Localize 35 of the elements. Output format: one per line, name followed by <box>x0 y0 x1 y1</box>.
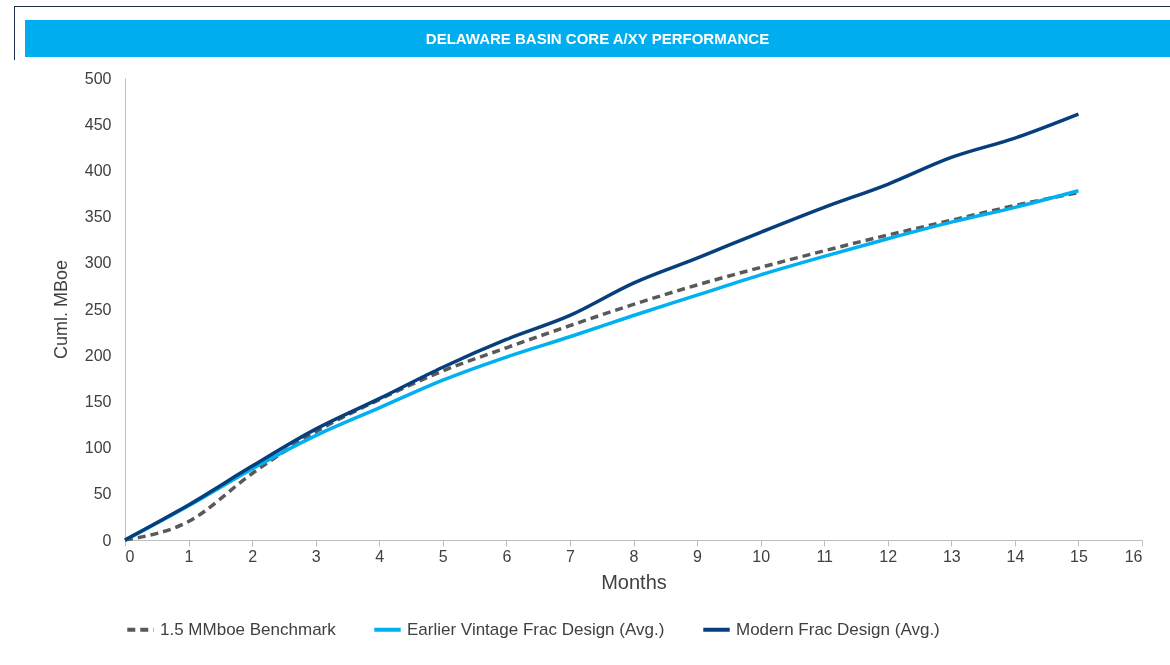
x-tick-label: 3 <box>311 547 321 565</box>
x-tick-label: 12 <box>879 547 898 565</box>
x-tick-label: 16 <box>1124 547 1143 565</box>
x-tick-label: 10 <box>752 547 771 565</box>
y-tick-label: 50 <box>93 485 112 503</box>
legend-label: 1.5 MMboe Benchmark <box>160 619 337 639</box>
y-tick-label: 350 <box>84 208 112 226</box>
x-axis-title: Months <box>601 570 667 593</box>
x-tick-label: 6 <box>502 547 512 565</box>
x-tick-label: 13 <box>942 547 961 565</box>
legend-label: Earlier Vintage Frac Design (Avg.) <box>407 619 665 639</box>
y-tick-label: 400 <box>84 161 112 179</box>
y-tick-label: 200 <box>84 346 112 364</box>
y-tick-label: 250 <box>84 300 112 318</box>
x-tick-label: 2 <box>248 547 258 565</box>
y-tick-label: 100 <box>84 439 112 457</box>
x-tick-label: 0 <box>125 547 135 565</box>
x-tick-label: 9 <box>693 547 703 565</box>
y-tick-label: 0 <box>102 531 112 549</box>
y-axis-title: Cuml. MBoe <box>50 259 71 360</box>
y-tick-label: 150 <box>84 392 112 410</box>
y-tick-label: 500 <box>84 69 112 87</box>
x-tick-label: 1 <box>184 547 194 565</box>
y-tick-label: 300 <box>84 254 112 272</box>
x-tick-label: 15 <box>1070 547 1088 565</box>
x-tick-label: 7 <box>565 547 575 565</box>
x-tick-label: 4 <box>375 547 385 565</box>
x-tick-label: 11 <box>816 547 834 565</box>
chart-title: DELAWARE BASIN CORE A/XY PERFORMANCE <box>25 20 1170 57</box>
line-series <box>123 112 1081 542</box>
y-tick-label: 450 <box>84 115 112 133</box>
legend-label: Modern Frac Design (Avg.) <box>736 619 940 639</box>
x-tick-label: 14 <box>1006 547 1025 565</box>
x-tick-label: 5 <box>438 547 448 565</box>
x-tick-label: 8 <box>629 547 639 565</box>
